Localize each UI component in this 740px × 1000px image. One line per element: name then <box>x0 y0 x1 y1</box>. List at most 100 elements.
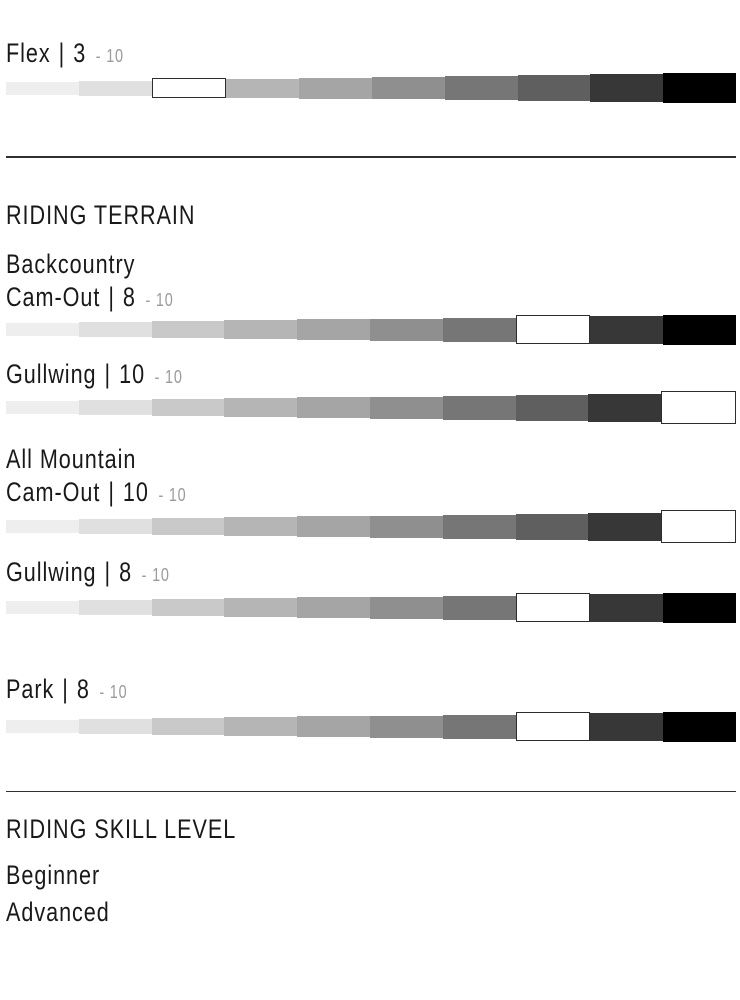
rating-separator: | <box>58 38 66 68</box>
bar-segment <box>590 712 664 741</box>
bar-segment <box>588 512 662 541</box>
bar-segment <box>6 601 79 614</box>
bar-segment-selected <box>515 315 591 344</box>
bar-segment <box>297 516 370 537</box>
rating-label: Flex <box>6 38 51 68</box>
bar-segment <box>226 78 300 98</box>
bar-segment <box>515 394 589 421</box>
bar-segment <box>444 76 518 100</box>
bar-segment <box>442 395 516 420</box>
bar-segment <box>297 397 370 418</box>
gullwing-backcountry-bar <box>6 390 736 426</box>
bar-segment <box>224 598 298 617</box>
bar-segment <box>369 715 443 738</box>
bar-segment <box>6 520 79 533</box>
bar-segment <box>369 596 443 619</box>
camout-allmountain-bar <box>6 509 736 545</box>
product-spec-panel: Flex | 3- 10 RIDING TERRAIN Backcountry Ca… <box>6 40 736 927</box>
park-label-row: Park | 8 - 10 <box>6 673 734 704</box>
bar-segment <box>6 323 79 336</box>
rating-scale-max: - 10 <box>158 484 187 505</box>
bar-segment <box>371 77 445 99</box>
gullwing-allmountain-bar <box>6 590 736 626</box>
rating-label: Cam-Out <box>6 476 101 507</box>
rating-separator: | <box>108 281 115 312</box>
bar-segment <box>78 600 152 615</box>
group-title-backcountry: Backcountry <box>6 248 136 279</box>
bar-segment <box>369 318 443 341</box>
gullwing-allmountain-label-row: Gullwing | 8 - 10 <box>6 556 734 587</box>
riding-terrain-title: RIDING TERRAIN <box>6 199 196 230</box>
bar-segment <box>515 513 589 540</box>
rating-scale-max: - 10 <box>141 564 170 585</box>
bar-segment <box>224 517 298 536</box>
rating-separator: | <box>62 673 69 704</box>
bar-segment <box>442 514 516 539</box>
bar-segment <box>590 74 664 102</box>
bar-segment-selected <box>661 510 736 543</box>
bar-segment <box>663 73 736 103</box>
bar-segment <box>299 77 372 99</box>
bar-segment <box>297 716 370 737</box>
section-divider <box>6 790 736 792</box>
bar-segment <box>78 719 152 734</box>
bar-segment-selected <box>151 78 227 98</box>
rating-label: Cam-Out <box>6 281 101 312</box>
rating-value: 10 <box>119 358 146 389</box>
gullwing-backcountry-label-row: Gullwing | 10 - 10 <box>6 358 734 389</box>
bar-segment <box>517 75 591 101</box>
bar-segment <box>151 399 225 416</box>
bar-segment <box>588 393 662 422</box>
bar-segment <box>663 592 736 623</box>
rating-scale-max: - 10 <box>95 46 124 66</box>
rating-separator: | <box>104 556 112 587</box>
rating-value: 10 <box>122 476 149 507</box>
bar-segment <box>663 314 736 345</box>
camout-backcountry-bar <box>6 312 736 348</box>
bar-segment <box>297 319 370 340</box>
rating-separator: | <box>104 358 112 389</box>
rating-separator: | <box>108 476 115 507</box>
bar-segment <box>224 717 298 736</box>
bar-segment <box>78 519 152 534</box>
park-bar <box>6 709 736 745</box>
group-title-all-mountain: All Mountain <box>6 443 137 474</box>
rating-scale-max: - 10 <box>99 681 128 702</box>
bar-segment <box>151 321 225 338</box>
flex-rating-label-row: Flex | 3 - 10 <box>6 40 734 67</box>
bar-segment <box>224 398 298 417</box>
bar-segment <box>6 401 79 414</box>
bar-segment <box>369 515 443 538</box>
bar-segment <box>224 320 298 339</box>
flex-rating-bar <box>6 70 736 106</box>
camout-backcountry-label-row: Cam-Out | 8 - 10 <box>6 281 734 312</box>
bar-segment <box>442 595 516 620</box>
bar-segment <box>663 711 736 742</box>
bar-segment <box>590 315 664 344</box>
bar-segment <box>151 599 225 616</box>
bar-segment-selected <box>661 391 736 424</box>
bar-segment <box>590 593 664 622</box>
bar-segment <box>6 720 79 733</box>
bar-segment <box>369 396 443 419</box>
bar-segment <box>6 81 79 95</box>
rating-scale-max: - 10 <box>154 366 183 387</box>
bar-segment <box>78 80 152 96</box>
bar-segment-selected <box>515 593 591 622</box>
section-divider <box>6 156 736 158</box>
bar-segment <box>78 400 152 415</box>
bar-segment <box>442 714 516 739</box>
skill-level-advanced: Advanced <box>6 897 110 927</box>
camout-allmountain-label-row: Cam-Out | 10 - 10 <box>6 476 734 507</box>
rating-value: 8 <box>76 673 90 704</box>
bar-segment <box>78 322 152 337</box>
rating-label: Gullwing <box>6 358 97 389</box>
rating-value: 8 <box>119 556 133 587</box>
rating-value: 8 <box>122 281 136 312</box>
bar-segment <box>151 718 225 735</box>
rating-scale-max: - 10 <box>145 289 174 310</box>
bar-segment-selected <box>515 712 591 741</box>
bar-segment <box>442 317 516 342</box>
rating-value: 3 <box>73 38 87 68</box>
rating-label: Park <box>6 673 55 704</box>
